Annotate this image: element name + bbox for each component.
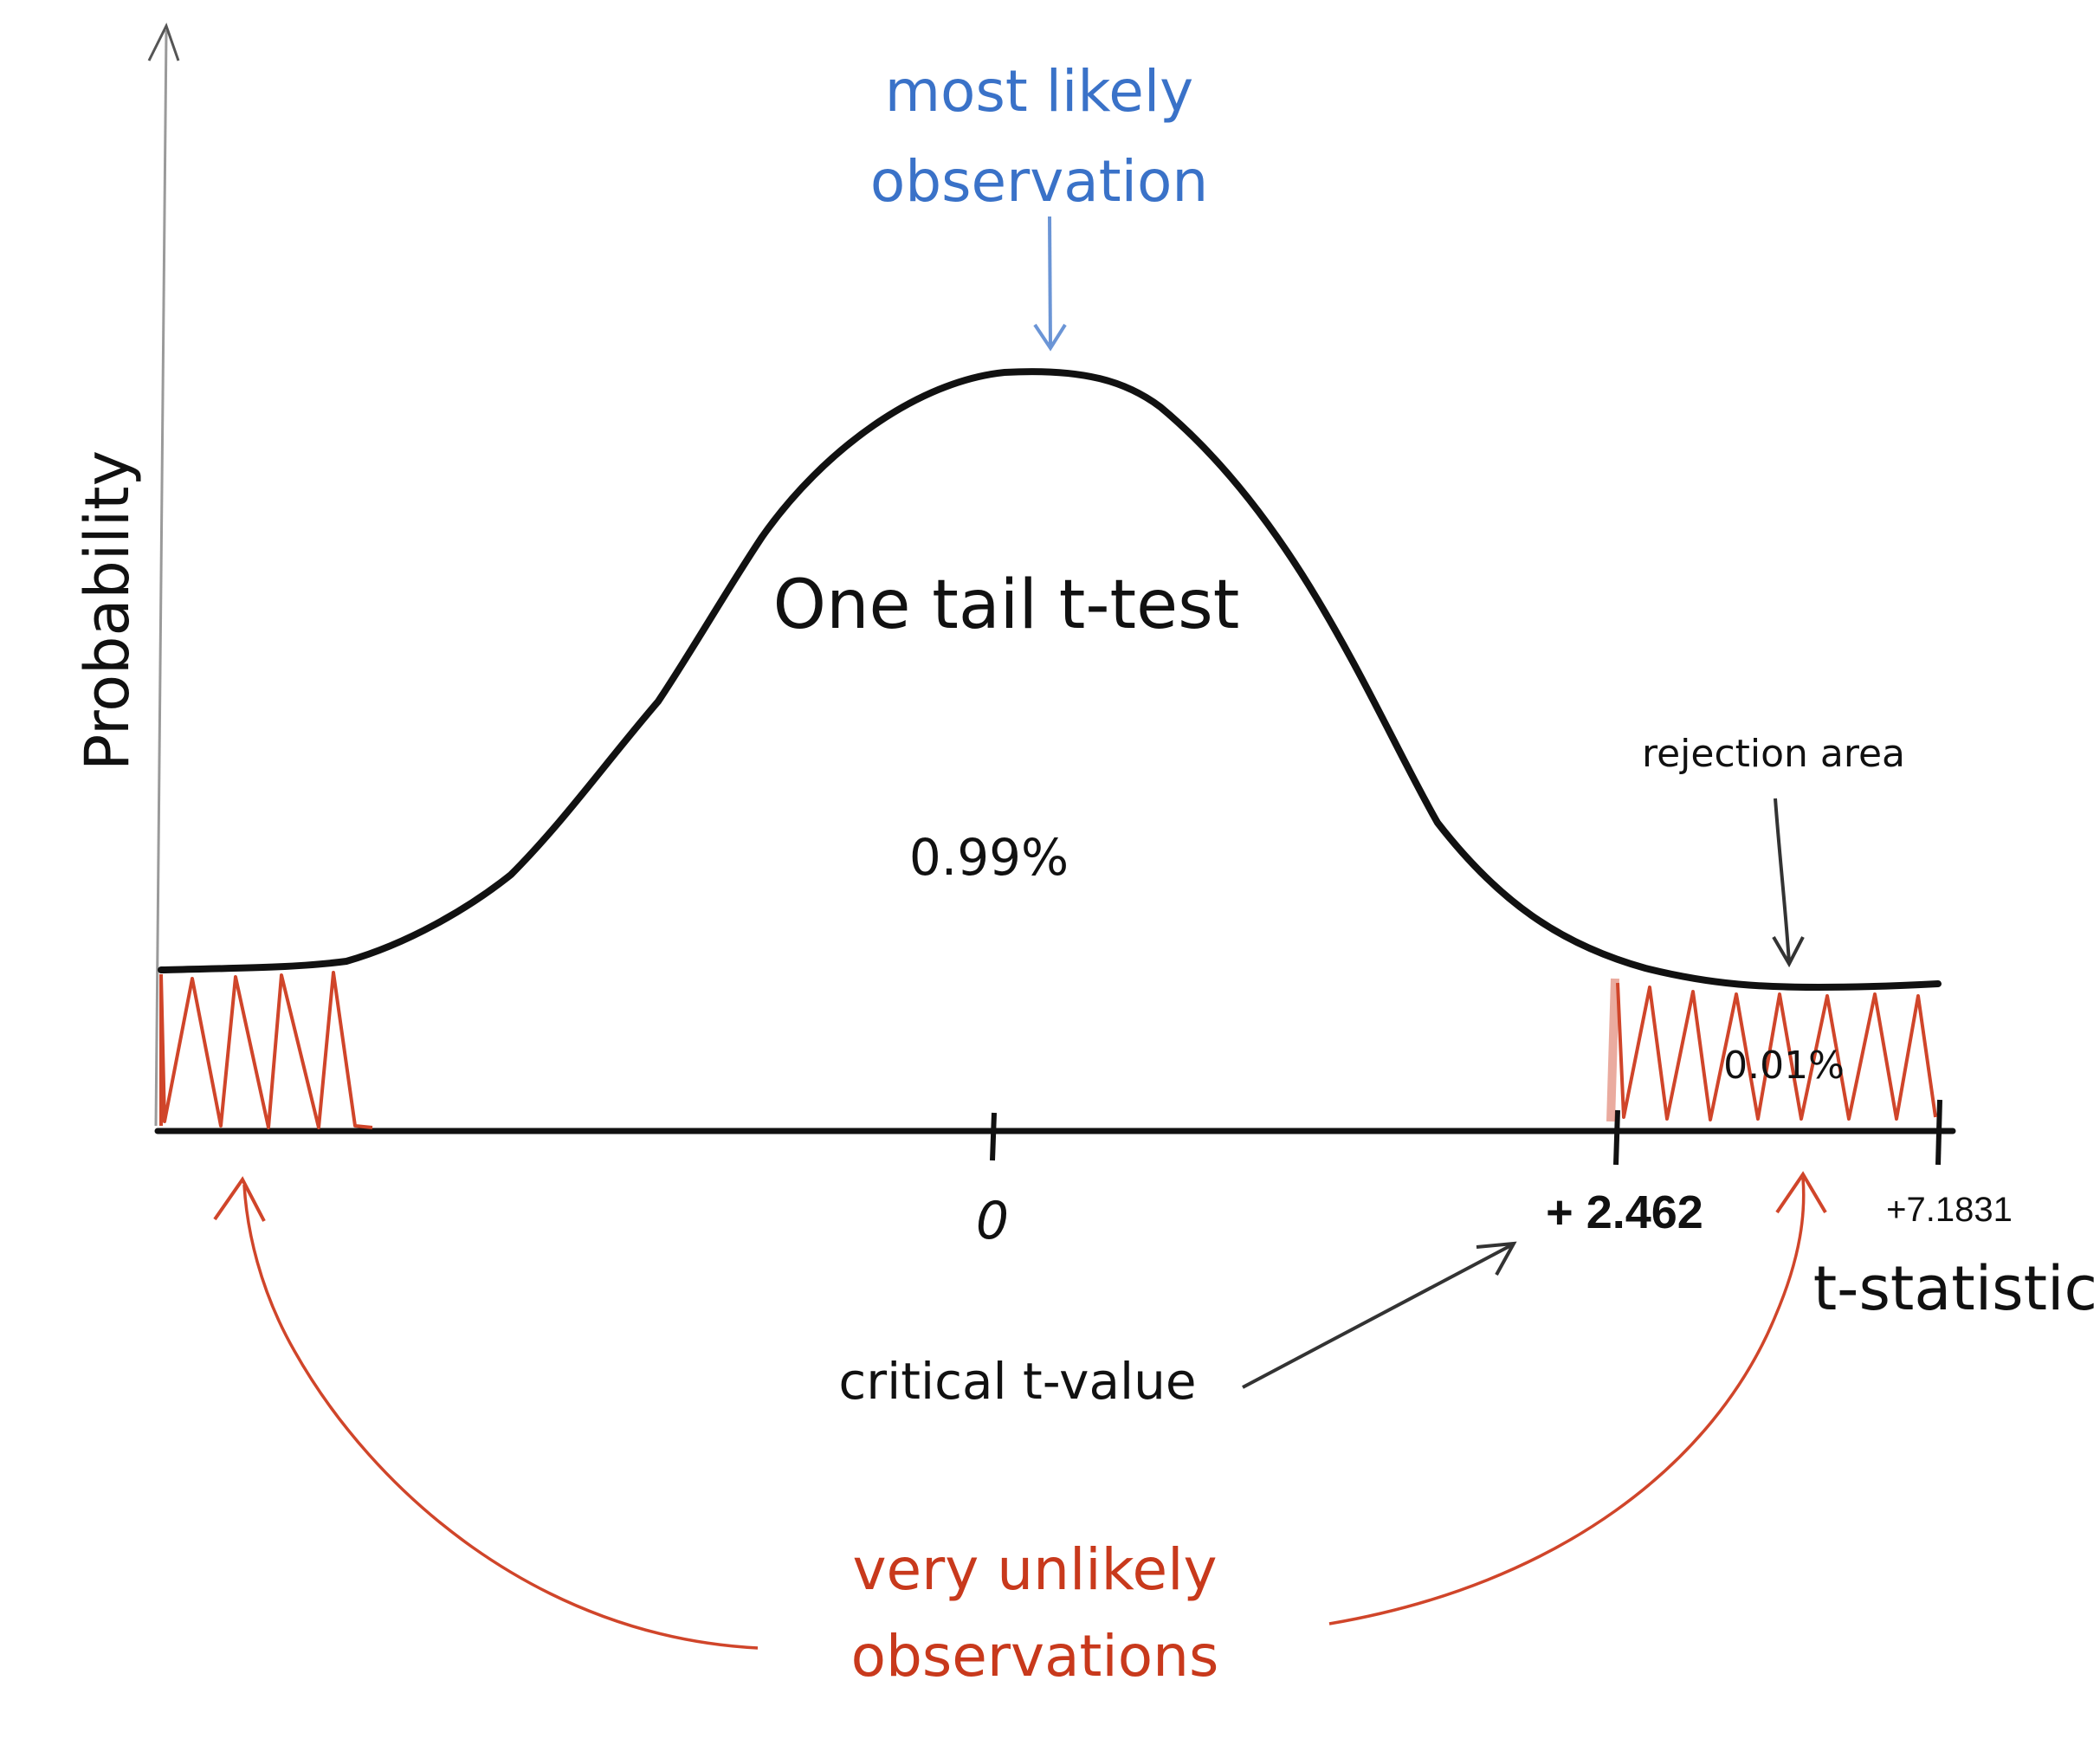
x-axis-label: t-statistic — [1813, 1253, 2097, 1324]
tick-end-label: +7.1831 — [1886, 1191, 2013, 1229]
critical-value-arrow — [1242, 1241, 1517, 1389]
distribution-curve — [158, 368, 1942, 991]
tick-zero-mark — [990, 1112, 997, 1161]
tick-zero-label: 0 — [976, 1191, 1009, 1251]
tick-critical-label: + 2.462 — [1546, 1186, 1703, 1238]
unlikely-line2: observations — [851, 1623, 1219, 1690]
left-tail-hatch — [159, 971, 373, 1129]
tick-end-mark — [1935, 1099, 1942, 1166]
tick-critical-mark — [1613, 1109, 1620, 1166]
most-likely-line1: most likely — [885, 58, 1193, 125]
most-likely-arrow — [1033, 216, 1067, 352]
tail-probability: 0.01% — [1723, 1044, 1845, 1088]
x-axis — [154, 1099, 1956, 1166]
center-probability: 0.99% — [909, 828, 1069, 887]
most-likely-line2: observation — [870, 148, 1208, 215]
rejection-area-label: rejection area — [1642, 732, 1905, 776]
y-axis-label: Probability — [72, 450, 143, 771]
unlikely-right-arrow — [1328, 1171, 1827, 1625]
unlikely-line1: very unlikely — [852, 1536, 1217, 1603]
unlikely-left-arrow — [213, 1176, 759, 1650]
right-tail-hatch — [1606, 978, 1937, 1122]
diagram-title: One tail t-test — [773, 566, 1240, 644]
critical-value-label: critical t-value — [838, 1352, 1196, 1411]
rejection-area-arrow — [1772, 798, 1805, 968]
y-axis — [147, 23, 180, 1127]
